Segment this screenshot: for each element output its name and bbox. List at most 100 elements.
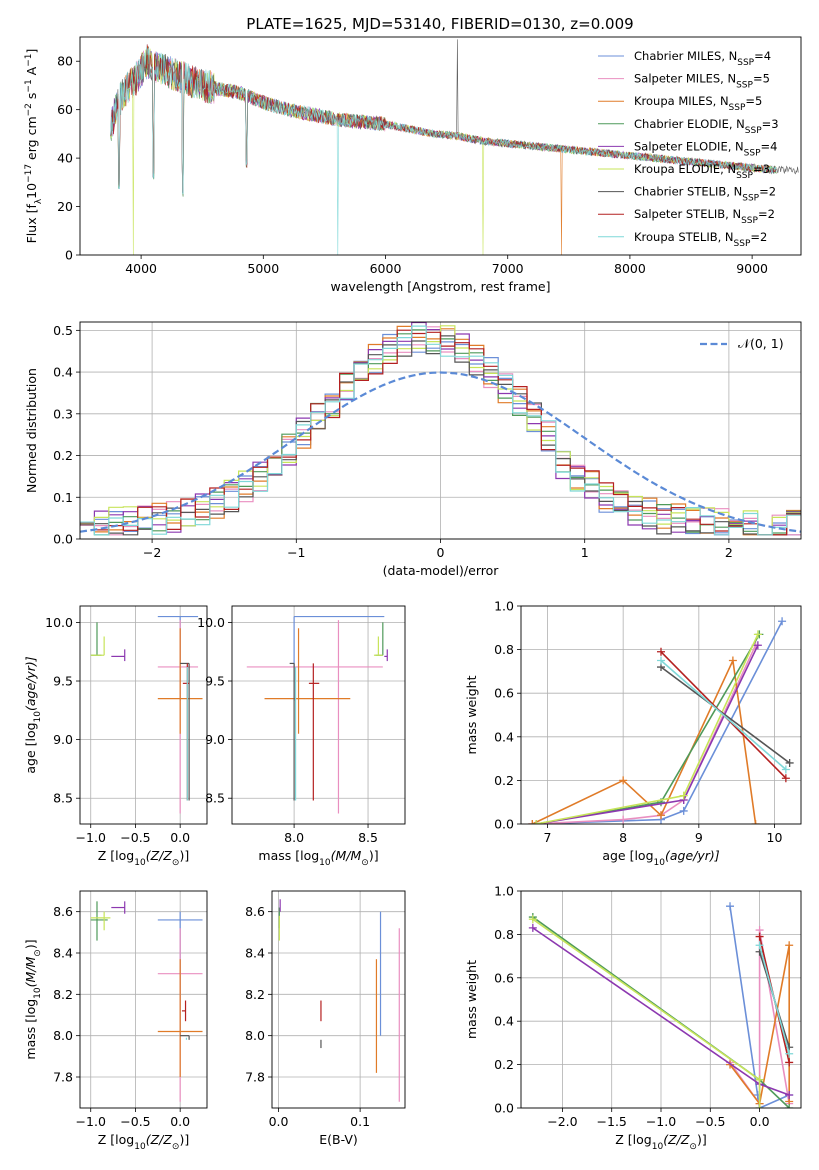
x-tick-label: 4000 [125,261,157,276]
y-axis-label: mass weight [464,960,479,1039]
x-tick-label: −1.0 [76,830,106,845]
weight-marker [528,923,537,932]
x-axis-label: Z [log10(Z/Z⊙)] [98,1132,189,1152]
axes-mass-vs-Z: −1.0 −0.5 0.0 7.8 8.0 8.2 8.4 8.6 Z [log10(Z/Z⊙)… [23,890,208,1152]
x-tick-label: 0.0 [170,830,190,845]
weight-lines [528,617,794,824]
y-tick-label: 8.4 [245,946,265,961]
y-tick-label: 0.8 [494,927,514,942]
x-tick-label: 5000 [247,261,279,276]
y-tick-label: 0.0 [494,817,514,832]
y-tick-label: 7.8 [245,1070,265,1085]
axes-frame [79,321,802,540]
y-tick-label: 0 [65,248,73,263]
x-axis-label: Z [log10(Z/Z⊙)] [615,1132,706,1152]
y-tick-label: 40 [57,151,73,166]
y-tick-label: 9.0 [205,732,225,747]
weight-marker [781,774,790,783]
y-tick-label: 0.5 [53,323,73,338]
y-tick-label: 9.0 [53,732,73,747]
y-tick-label: 8.2 [245,987,265,1002]
figure-title: PLATE=1625, MJD=53140, FIBERID=0130, z=0… [246,15,633,33]
weight-lines [528,902,794,1108]
x-tick-label: 9 [695,830,703,845]
weight-line [758,945,790,1055]
error-points [90,901,203,1102]
axes-frame [520,890,802,1109]
weight-marker [528,820,537,824]
y-tick-label: 8.5 [53,791,73,806]
axes-frame [520,605,802,825]
weight-marker [785,1058,794,1067]
axes-residuals: −2 −1 0 1 2 0.0 0.1 0.2 0.3 0.4 0.5 (data-model)/er… [24,321,802,578]
weight-marker [657,656,665,665]
y-tick-label: 8.2 [53,987,73,1002]
error-points [246,615,388,814]
y-tick-label: 0.2 [53,448,73,463]
histogram-step [80,329,801,536]
legend-entry: 𝒩(0, 1) [738,336,784,351]
histograms [80,322,801,536]
histogram-step [80,325,801,536]
y-tick-label: 0.6 [494,970,514,985]
normal-curve [80,371,801,533]
y-tick-label: 0.4 [53,365,73,380]
weight-marker [619,815,628,824]
y-tick-label: 1.0 [494,599,514,614]
weight-marker [753,641,762,650]
x-tick-label: −1 [287,545,305,560]
weight-line [535,644,759,824]
weight-line [532,620,783,824]
x-tick-label: 8 [619,830,627,845]
y-tick-label: 9.5 [205,674,225,689]
weight-marker [755,1104,764,1108]
x-tick-label: −0.5 [120,830,150,845]
y-tick-label: 10.0 [197,615,225,630]
axes-age-vs-Z: −1.0 −0.5 0.0 8.5 9.0 9.5 10.0 Z [log10(Z/Z⊙)] a… [23,605,208,868]
x-tick-label: −0.5 [120,1114,150,1129]
legend-entry: Kroupa MILES, NSSP=5 [634,94,762,113]
x-tick-label: 8000 [614,261,646,276]
x-tick-label: 10 [767,830,783,845]
axes-weight-vs-Z: −2.0 −1.5 −1.0 −0.5 0.0 0.0 0.2 0.4 0.6 0.8 1.0 Z [… [464,884,802,1152]
spectrum-lines [110,39,799,255]
y-tick-label: 8.0 [53,1028,73,1043]
x-tick-label: 6000 [370,261,402,276]
weight-line [535,633,759,824]
weight-marker [778,617,787,626]
weight-marker [619,776,628,785]
legend-entry: Kroupa STELIB, NSSP=2 [634,230,767,249]
x-tick-label: 0.1 [350,1114,370,1129]
x-tick-label: 0.0 [750,1114,770,1129]
spectrum-legend: Chabrier MILES, NSSP=4 Salpeter MILES, NS… [598,49,779,249]
y-tick-label: 1.0 [494,884,514,899]
weight-line [729,945,790,1106]
error-points [278,899,400,1102]
x-tick-label: −1.0 [646,1114,676,1129]
legend-entry: Salpeter ELODIE, NSSP=4 [634,139,777,158]
x-tick-label: −1.0 [76,1114,106,1129]
axes-mass-vs-EBV: 0.0 0.1 7.8 8.0 8.2 8.4 8.6 E(B-V) [245,890,406,1147]
y-tick-label: 20 [57,199,73,214]
legend-entry: Salpeter STELIB, NSSP=2 [634,207,775,226]
weight-marker [532,820,541,824]
x-axis-label: mass [log10(M/M⊙)] [258,848,378,868]
x-tick-label: 2 [725,545,733,560]
weight-marker [657,811,665,820]
weight-marker [785,1104,794,1108]
weight-marker [755,932,764,941]
y-axis-label: age [log10(age/yr)] [23,656,43,773]
y-tick-label: 80 [57,54,73,69]
y-tick-label: 0.8 [494,642,514,657]
y-tick-label: 0.4 [494,1014,514,1029]
error-points [90,615,203,814]
weight-line [660,666,791,764]
x-tick-label: 0.0 [269,1114,289,1129]
axes-spectrum: 4000 5000 6000 7000 8000 9000 0 20 40 60 80 wavelen… [24,36,802,294]
x-axis-label: Z [log10(Z/Z⊙)] [98,848,189,868]
weight-line [532,918,761,1108]
weight-marker [785,941,794,950]
axes-frame [231,605,406,825]
x-tick-label: −1.5 [597,1114,627,1129]
